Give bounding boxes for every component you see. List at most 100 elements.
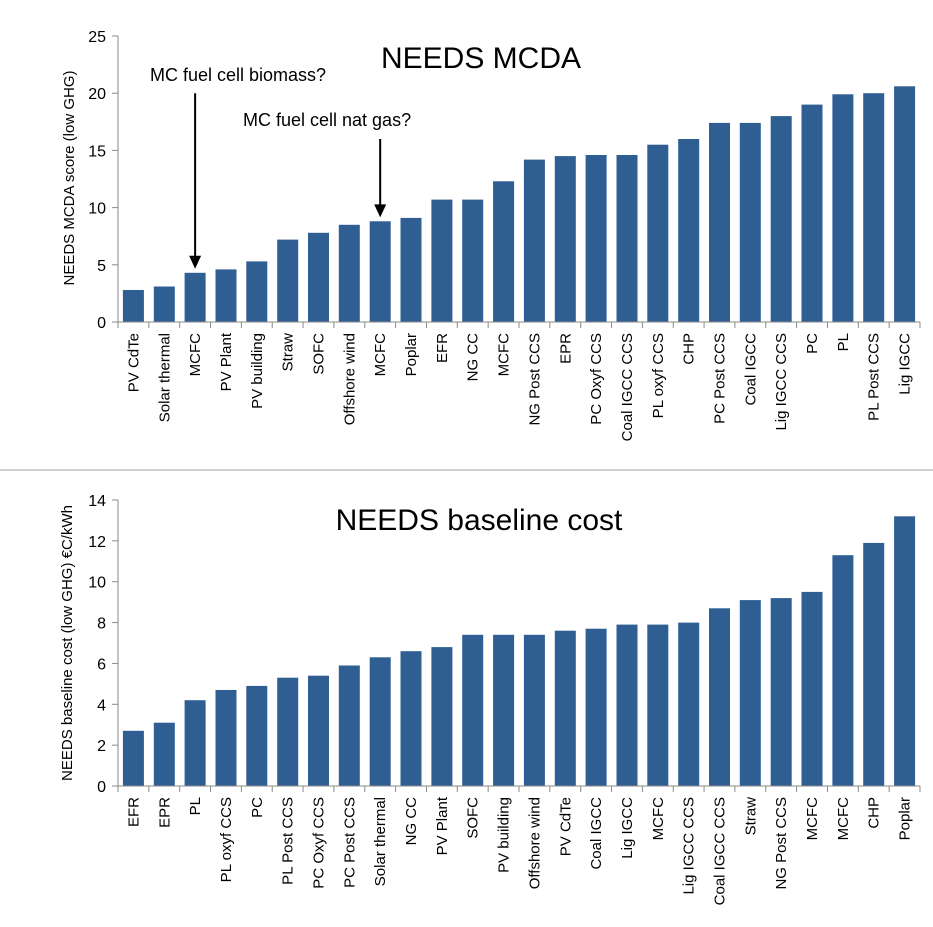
baseline-cost-chart-axes: [117, 500, 921, 792]
mcda-bar-1: [153, 286, 175, 322]
cost-x-tick-label-10: PV Plant: [434, 796, 451, 855]
mcda-x-tick-label-11: NG CC: [465, 333, 482, 382]
mcda-y-tick-label-4: 20: [88, 86, 106, 103]
cost-bar-7: [338, 665, 360, 786]
mcda-bar-3: [215, 269, 237, 322]
mcda-chart-x-tick-labels: PV CdTe Solar thermal MCFC PV Plant PV build…: [125, 332, 913, 441]
mcda-y-tick-label-1: 5: [97, 258, 106, 275]
mcda-chart-y-axis-label: NEEDS MCDA score (low GHG): [61, 70, 78, 285]
cost-y-tick-label-3: 6: [97, 656, 106, 673]
cost-x-tick-label-23: MCFC: [835, 797, 852, 840]
cost-bar-22: [801, 591, 823, 786]
mcda-chart-bars: [122, 86, 916, 323]
mcda-bar-15: [585, 155, 607, 322]
mcda-x-tick-label-0: PV CdTe: [125, 333, 142, 392]
mcda-x-tick-label-3: PV Plant: [218, 332, 235, 391]
cost-bar-0: [122, 730, 144, 786]
mcda-chart-y-ticks: 0 5 10 15 20 25: [88, 29, 118, 332]
baseline-cost-chart-y-ticks: 0 2 4 6 8 10 12 14: [88, 493, 118, 796]
mcda-y-tick-label-2: 10: [88, 201, 106, 218]
cost-x-tick-label-20: Straw: [742, 797, 759, 836]
cost-x-tick-label-13: Offshore wind: [526, 797, 543, 889]
mcda-bar-23: [832, 94, 854, 322]
cost-x-tick-label-1: EPR: [156, 797, 173, 828]
mcda-bar-21: [770, 116, 792, 322]
cost-bar-19: [709, 608, 730, 786]
cost-bar-15: [585, 628, 607, 786]
mcda-bar-5: [277, 239, 299, 322]
cost-bar-11: [462, 634, 484, 786]
mcda-y-tick-label-5: 25: [88, 29, 106, 46]
cost-x-tick-label-16: Lig IGCC: [619, 797, 636, 859]
cost-y-tick-label-2: 4: [97, 697, 106, 714]
cost-bar-3: [215, 690, 237, 786]
mcda-bar-25: [894, 86, 916, 322]
mcda-bar-17: [647, 144, 669, 322]
mcda-x-tick-label-1: Solar thermal: [156, 333, 173, 422]
mcda-x-tick-label-24: PL Post CCS: [866, 333, 883, 421]
cost-bar-10: [431, 647, 453, 786]
mcda-x-tick-label-9: Poplar: [403, 333, 420, 376]
cost-x-tick-label-22: MCFC: [804, 797, 821, 840]
cost-bar-13: [523, 634, 545, 786]
mcda-x-tick-label-8: MCFC: [372, 333, 389, 376]
mcda-x-tick-label-12: MCFC: [496, 333, 513, 376]
cost-x-tick-label-2: PL: [187, 797, 204, 815]
cost-bar-17: [647, 624, 669, 786]
mcda-bar-2: [184, 272, 206, 322]
mcda-annotation-arrowhead-1: [374, 204, 387, 218]
mcda-bar-6: [308, 232, 329, 322]
mcda-x-tick-label-6: SOFC: [311, 333, 328, 375]
cost-x-tick-label-17: MCFC: [650, 797, 667, 840]
cost-x-tick-label-11: SOFC: [465, 797, 482, 839]
cost-x-tick-label-5: PL Post CCS: [280, 797, 297, 885]
cost-x-tick-label-8: Solar thermal: [372, 797, 389, 886]
cost-y-tick-label-4: 8: [97, 616, 106, 633]
baseline-cost-chart-title: NEEDS baseline cost: [336, 504, 623, 537]
mcda-bar-22: [801, 104, 823, 322]
mcda-x-tick-label-5: Straw: [280, 333, 297, 372]
mcda-bar-10: [431, 199, 453, 322]
mcda-bar-0: [122, 290, 144, 322]
cost-x-tick-label-24: CHP: [866, 797, 883, 829]
mcda-x-tick-label-13: NG Post CCS: [526, 333, 543, 426]
cost-bar-24: [863, 542, 885, 786]
cost-x-tick-label-18: Lig IGCC CCS: [681, 797, 698, 895]
mcda-x-tick-label-15: PC Oxyf CCS: [588, 333, 605, 425]
mcda-chart: NEEDS MCDA NEEDS MCDA score (low GHG) 0 5…: [61, 29, 921, 441]
mcda-bar-12: [493, 181, 515, 322]
mcda-y-tick-label-3: 15: [88, 143, 106, 160]
mcda-x-tick-label-16: Coal IGCC CCS: [619, 333, 636, 441]
cost-bar-6: [308, 675, 329, 786]
cost-x-tick-label-9: NG CC: [403, 797, 420, 846]
cost-y-tick-label-1: 2: [97, 738, 106, 755]
cost-x-tick-label-4: PC: [249, 797, 266, 818]
mcda-y-tick-label-0: 0: [97, 315, 106, 332]
cost-bar-25: [894, 516, 916, 786]
cost-bar-23: [832, 555, 854, 786]
cost-bar-2: [184, 700, 206, 786]
mcda-bar-7: [338, 224, 360, 322]
mcda-x-tick-label-18: CHP: [681, 333, 698, 365]
annotation-mc-fuel-cell-nat-gas: MC fuel cell nat gas?: [243, 110, 411, 130]
cost-y-tick-label-6: 12: [88, 534, 106, 551]
annotation-mc-fuel-cell-biomass: MC fuel cell biomass?: [150, 65, 326, 85]
mcda-bar-19: [709, 122, 730, 323]
cost-bar-4: [246, 685, 268, 786]
mcda-x-tick-label-23: PL: [835, 333, 852, 351]
cost-x-tick-label-25: Poplar: [897, 797, 914, 840]
cost-y-tick-label-5: 10: [88, 575, 106, 592]
baseline-cost-chart-x-tick-labels: EFR EPR PL PL oxyf CCS PC PL Post CCS PC Oxyf …: [125, 796, 913, 905]
cost-y-tick-label-0: 0: [97, 779, 106, 796]
cost-x-tick-label-14: PV CdTe: [557, 797, 574, 856]
baseline-cost-chart: NEEDS baseline cost NEEDS baseline cost …: [59, 493, 921, 905]
mcda-bar-4: [246, 261, 268, 322]
mcda-bar-14: [554, 156, 576, 322]
baseline-cost-chart-y-axis-label: NEEDS baseline cost (low GHG) €C/kWh: [59, 505, 76, 781]
mcda-bar-8: [369, 221, 391, 322]
mcda-bar-9: [400, 217, 422, 322]
cost-x-tick-label-15: Coal IGCC: [588, 797, 605, 870]
baseline-cost-chart-bars: [122, 516, 916, 786]
mcda-annotation-arrowhead-0: [189, 255, 202, 269]
